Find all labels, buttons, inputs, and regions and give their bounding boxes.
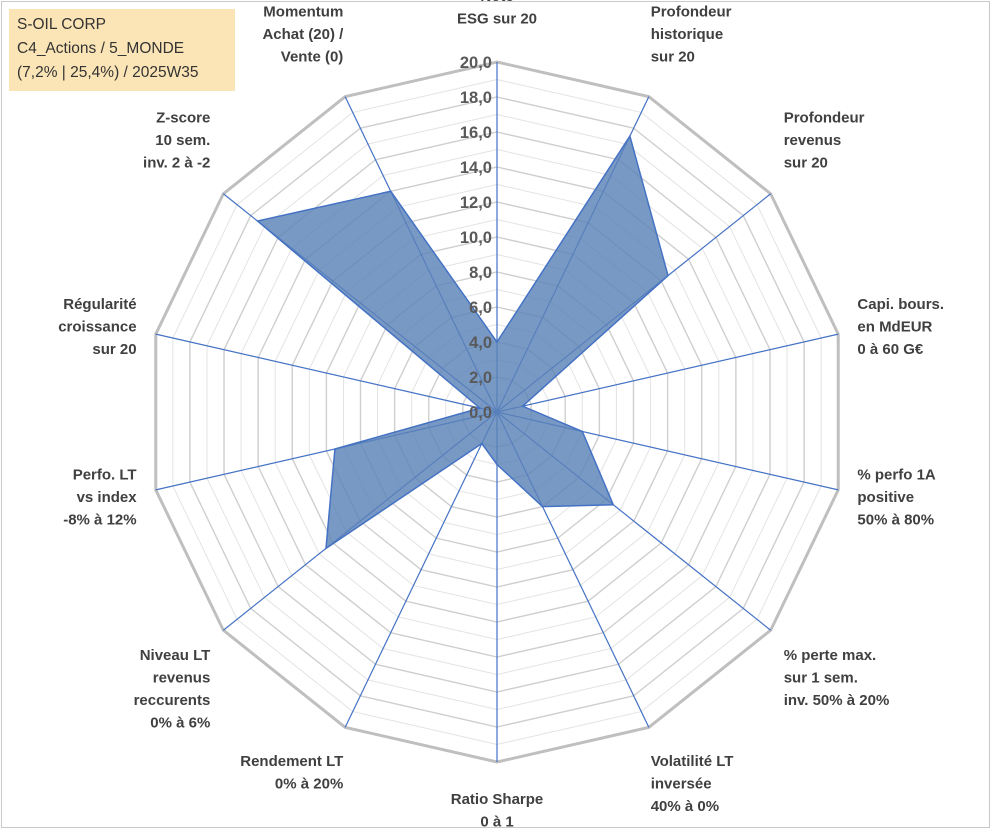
axis-label-line: Régularité: [63, 296, 136, 313]
axis-label-line: positive: [857, 489, 914, 506]
tick-label: 0,0: [469, 404, 492, 422]
tick-label: 18,0: [460, 89, 492, 107]
axis-label: Perfo. LT vs index -8% à 12%: [63, 466, 137, 528]
axis-label-line: en MdEUR: [857, 319, 932, 336]
axis-label-line: Note: [480, 0, 513, 5]
axis-spoke: [155, 333, 498, 413]
axis-label-line: % perfo 1A: [857, 466, 936, 483]
axis-label-line: 0% à 20%: [275, 776, 343, 793]
axis-label-line: 0% à 6%: [150, 715, 210, 732]
axis-label-line: Perfo. LT: [73, 466, 137, 483]
axis-label-line: inversée: [651, 776, 712, 793]
axis-label: Z-score 10 sem. inv. 2 à -2: [143, 109, 210, 171]
tick-label: 8,0: [469, 264, 492, 282]
series-area: [255, 134, 669, 550]
portfolio-label: C4_Actions / 5_MONDE: [17, 40, 185, 57]
axis-label: Profondeur historique sur 20: [651, 3, 732, 65]
axis-label-line: Niveau LT: [140, 647, 211, 664]
tick-label: 2,0: [469, 369, 492, 387]
axis-spoke: [496, 333, 839, 413]
company-name: S-OIL CORP: [17, 16, 106, 33]
tick-label: 14,0: [460, 159, 492, 177]
axis-label-line: Ratio Sharpe: [451, 791, 544, 808]
axis-spoke: [344, 411, 498, 728]
axis-label-line: historique: [651, 26, 724, 43]
series-layer: [255, 134, 669, 550]
tick-label: 10,0: [460, 229, 492, 247]
axis-label-line: Profondeur: [651, 3, 732, 20]
info-box: S-OIL CORP C4_Actions / 5_MONDE (7,2% | …: [9, 9, 235, 91]
axis-label: Momentum Achat (20) / Vente (0): [262, 3, 344, 65]
axis-label-line: sur 20: [92, 341, 136, 358]
axis-label: Niveau LT revenus reccurents 0% à 6%: [134, 647, 211, 732]
axis-label-line: sur 1 sem.: [784, 670, 858, 687]
axis-label: Rendement LT 0% à 20%: [240, 753, 343, 793]
axis-label-line: reccurents: [134, 692, 211, 709]
axis-label-line: 50% à 80%: [857, 511, 934, 528]
axis-label-line: 0 à 60 G€: [857, 341, 924, 358]
axis-label-line: inv. 2 à -2: [143, 154, 210, 171]
axis-label-line: Z-score: [156, 109, 210, 126]
axis-label-line: revenus: [153, 670, 211, 687]
axis-label: Régularité croissance sur 20: [58, 296, 136, 358]
axis-label: Note ESG sur 20: [457, 0, 537, 28]
axis-label-line: Rendement LT: [240, 753, 343, 770]
axis-label-line: revenus: [784, 132, 842, 149]
tick-label: 16,0: [460, 124, 492, 142]
axis-label-line: % perte max.: [784, 647, 877, 664]
axis-label: Volatilité LT inversée 40% à 0%: [651, 753, 734, 815]
axis-label-line: ESG sur 20: [457, 11, 537, 28]
axis-label-line: croissance: [58, 319, 136, 336]
axis-label-line: inv. 50% à 20%: [784, 692, 890, 709]
axis-label-line: Achat (20) /: [262, 26, 344, 43]
axis-label-line: Momentum: [263, 3, 343, 20]
axis-label: Profondeur revenus sur 20: [784, 109, 865, 171]
tick-label: 6,0: [469, 299, 492, 317]
axis-label-line: 40% à 0%: [651, 798, 719, 815]
axis-label: Ratio Sharpe 0 à 1: [451, 791, 544, 829]
axis-label-line: Volatilité LT: [651, 753, 734, 770]
axis-label-layer: Note ESG sur 20 Profondeur historique sur 20…: [58, 0, 944, 829]
tick-label: 20,0: [460, 54, 492, 72]
period-label: (7,2% | 25,4%) / 2025W35: [17, 64, 199, 81]
axis-label: % perte max. sur 1 sem. inv. 50% à 20%: [784, 647, 890, 709]
axis-label-line: 0 à 1: [480, 814, 513, 829]
axis-label-line: sur 20: [651, 48, 695, 65]
tick-layer: 0,0 2,0 4,0 6,0 8,0 10,0 12,0 14,0 16,0 18,0 20,0: [460, 54, 492, 422]
axis-label: Capi. bours. en MdEUR 0 à 60 G€: [857, 296, 944, 358]
axis-label-line: vs index: [77, 489, 138, 506]
axis-label-line: -8% à 12%: [63, 511, 136, 528]
axis-label-line: Capi. bours.: [857, 296, 944, 313]
axis-label: % perfo 1A positive 50% à 80%: [857, 466, 936, 528]
tick-label: 12,0: [460, 194, 492, 212]
axis-label-line: Profondeur: [784, 109, 865, 126]
axis-label-line: 10 sem.: [155, 132, 210, 149]
axis-label-line: Vente (0): [281, 48, 344, 65]
tick-label: 4,0: [469, 334, 492, 352]
axis-label-line: sur 20: [784, 154, 828, 171]
